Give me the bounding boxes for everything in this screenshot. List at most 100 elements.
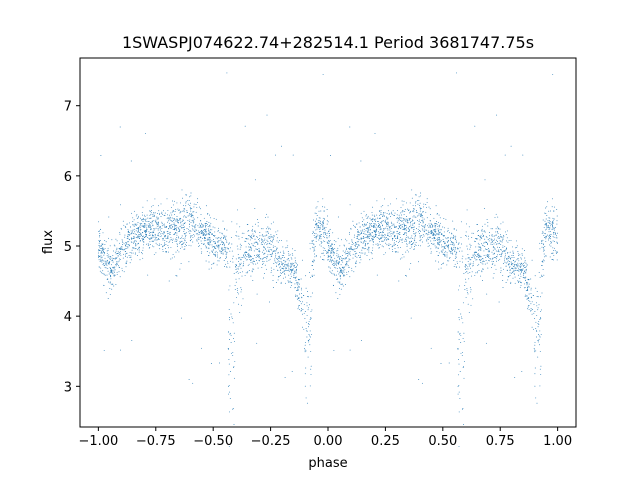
data-point: [184, 226, 186, 228]
data-point: [221, 241, 223, 242]
data-point: [266, 243, 268, 245]
data-point: [176, 232, 178, 234]
data-point: [246, 256, 248, 258]
data-point: [358, 239, 360, 241]
data-point: [108, 237, 110, 239]
data-point: [302, 313, 303, 315]
data-point: [152, 225, 154, 227]
data-point: [185, 205, 187, 207]
data-point: [116, 253, 118, 254]
data-point: [447, 246, 449, 248]
data-point: [132, 252, 134, 254]
data-point: [230, 371, 232, 372]
data-point: [196, 229, 198, 231]
data-point: [358, 234, 360, 236]
data-point: [273, 268, 275, 270]
data-point: [458, 374, 460, 376]
data-point: [407, 227, 409, 229]
data-point: [272, 287, 274, 288]
data-point: [252, 228, 253, 230]
data-point: [501, 239, 503, 241]
data-point: [244, 240, 246, 242]
data-point: [200, 248, 202, 250]
data-point: [328, 259, 330, 261]
data-point: [502, 287, 504, 288]
data-point: [453, 247, 455, 248]
data-point: [352, 253, 354, 255]
x-tick-label: 1.00: [543, 434, 572, 449]
data-point: [281, 264, 283, 266]
data-point: [552, 247, 554, 249]
data-point: [331, 250, 333, 251]
data-point: [377, 224, 379, 226]
data-point: [313, 243, 315, 245]
data-point: [248, 235, 250, 236]
data-point: [194, 218, 196, 220]
data-point: [375, 218, 377, 220]
data-point: [125, 248, 126, 250]
data-point: [128, 243, 129, 245]
data-point: [436, 238, 438, 240]
data-point: [166, 251, 168, 252]
data-point: [126, 223, 128, 225]
data-point: [292, 154, 294, 156]
data-point: [337, 247, 339, 249]
data-point: [174, 227, 176, 229]
data-point: [487, 267, 489, 269]
data-point: [291, 258, 293, 260]
data-point: [247, 271, 249, 273]
data-point: [101, 250, 103, 251]
data-point: [238, 263, 240, 265]
data-point: [136, 214, 138, 216]
data-point: [411, 243, 413, 245]
data-point: [120, 248, 122, 250]
data-point: [179, 218, 180, 220]
data-point: [237, 254, 239, 256]
data-point: [267, 241, 269, 243]
data-point: [106, 250, 108, 252]
data-point: [434, 233, 436, 235]
data-point: [332, 243, 334, 245]
data-point: [521, 248, 523, 250]
data-point: [144, 231, 146, 232]
data-point: [382, 227, 384, 229]
data-point: [262, 262, 264, 264]
data-point: [380, 228, 382, 230]
data-point: [213, 262, 215, 264]
data-point: [183, 208, 185, 209]
data-point: [145, 223, 147, 225]
data-point: [384, 233, 386, 235]
data-point: [494, 216, 496, 218]
data-point: [334, 244, 335, 246]
data-point: [418, 244, 420, 246]
data-point: [330, 250, 332, 252]
data-point: [151, 240, 153, 242]
data-point: [262, 228, 264, 230]
data-point: [321, 223, 323, 225]
data-point: [220, 236, 222, 238]
data-point: [290, 267, 292, 269]
data-point: [246, 259, 248, 261]
data-point: [549, 256, 551, 258]
data-point: [431, 237, 433, 239]
data-point: [319, 222, 321, 224]
data-point: [284, 273, 286, 275]
data-point: [467, 248, 469, 250]
data-point: [333, 349, 335, 351]
data-point: [315, 213, 317, 215]
data-point: [260, 258, 262, 260]
data-point: [406, 239, 408, 241]
data-point: [263, 253, 265, 255]
data-point: [323, 232, 325, 234]
data-point: [116, 263, 118, 265]
data-point: [464, 266, 466, 268]
data-point: [417, 215, 419, 217]
data-point: [107, 247, 109, 249]
data-point: [356, 223, 358, 225]
data-point: [275, 265, 277, 267]
data-point: [176, 236, 178, 238]
data-point: [330, 258, 331, 260]
data-point: [213, 218, 215, 220]
data-point: [289, 254, 291, 256]
data-point: [185, 216, 187, 218]
